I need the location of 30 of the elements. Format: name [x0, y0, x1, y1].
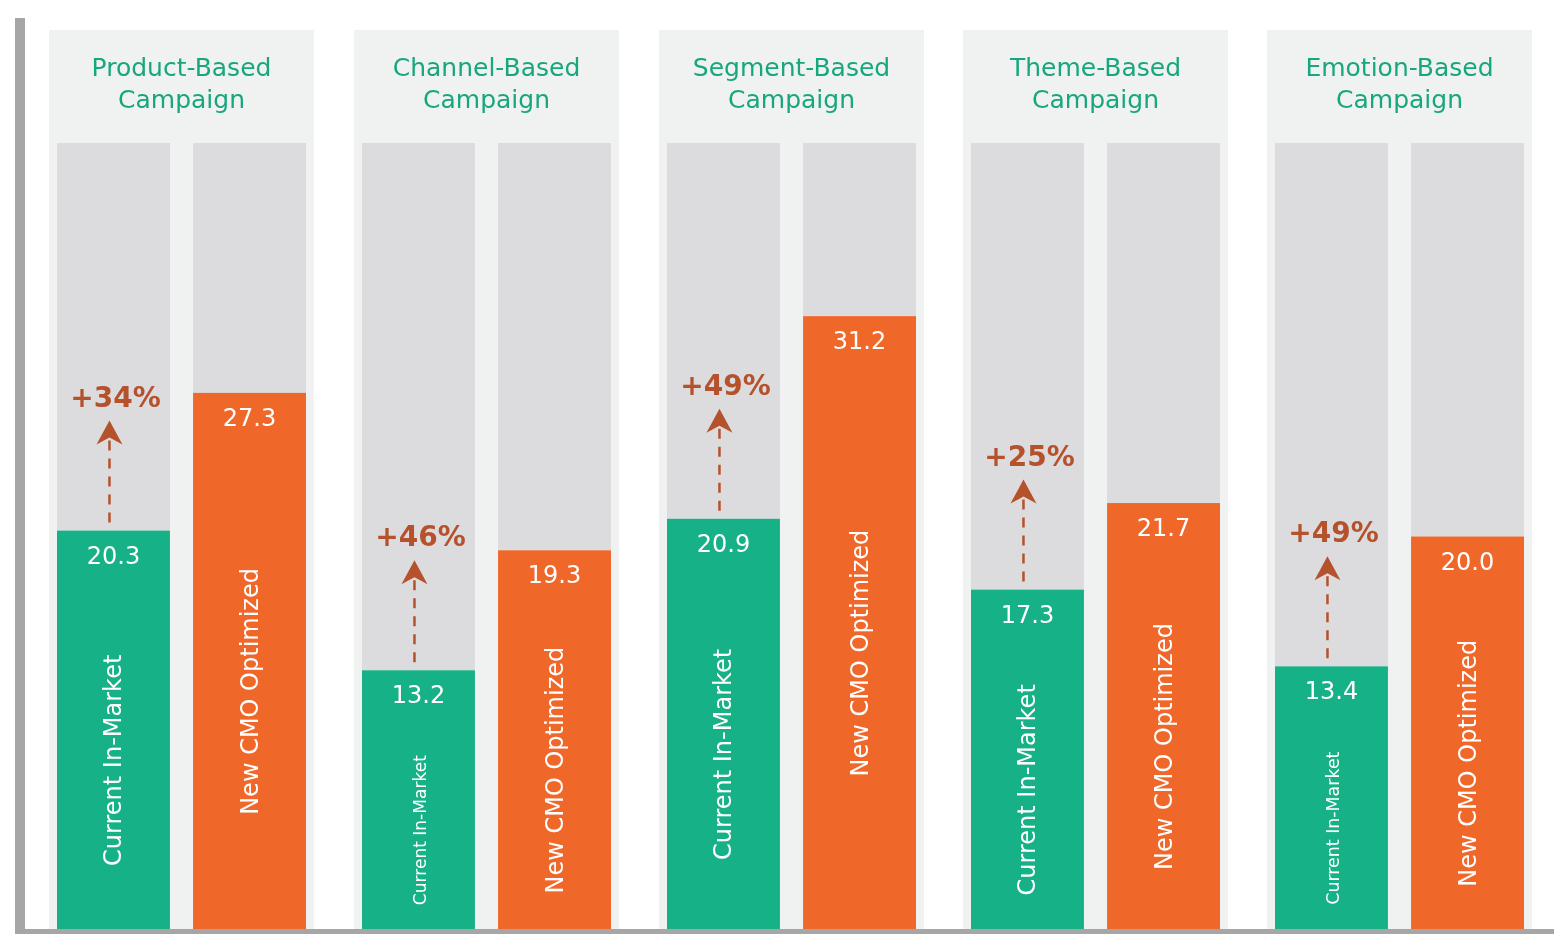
chart-title: Segment-Based Campaign — [692, 53, 891, 114]
chart-title: Channel-Based Campaign — [392, 53, 581, 114]
chart-title: Product-Based Campaign — [91, 53, 272, 114]
annotation: +25% — [984, 439, 1075, 473]
data-label: 21.7 — [1136, 514, 1191, 543]
data-label: 20.3 — [86, 541, 141, 570]
data-label: 31.2 — [832, 327, 887, 356]
annotation: +49% — [680, 368, 771, 402]
annotation: +46% — [375, 520, 466, 554]
series-label: Current In-Market — [709, 648, 738, 861]
annotation: +34% — [70, 380, 161, 414]
data-label: 20.0 — [1440, 547, 1495, 576]
series-label: New CMO Optimized — [235, 568, 264, 815]
series-label: Current In-Market — [410, 754, 431, 906]
data-label: 13.4 — [1304, 677, 1359, 706]
data-label: 20.9 — [696, 529, 751, 558]
series-label: New CMO Optimized — [540, 646, 569, 894]
series-label: New CMO Optimized — [1453, 639, 1482, 887]
data-label: 27.3 — [222, 403, 277, 432]
series-label: Current In-Market — [1013, 684, 1042, 896]
series-label: Current In-Market — [99, 654, 128, 866]
chart-title: Emotion-Based Campaign — [1305, 53, 1494, 114]
chart-title: Theme-Based Campaign — [1008, 53, 1182, 114]
annotation: +49% — [1288, 516, 1379, 550]
series-label: Current In-Market — [1323, 751, 1344, 905]
data-label: 17.3 — [1000, 600, 1055, 629]
data-label: 13.2 — [391, 681, 446, 710]
series-label: New CMO Optimized — [845, 529, 874, 777]
data-label: 19.3 — [527, 561, 582, 590]
series-label: New CMO Optimized — [1149, 623, 1178, 870]
